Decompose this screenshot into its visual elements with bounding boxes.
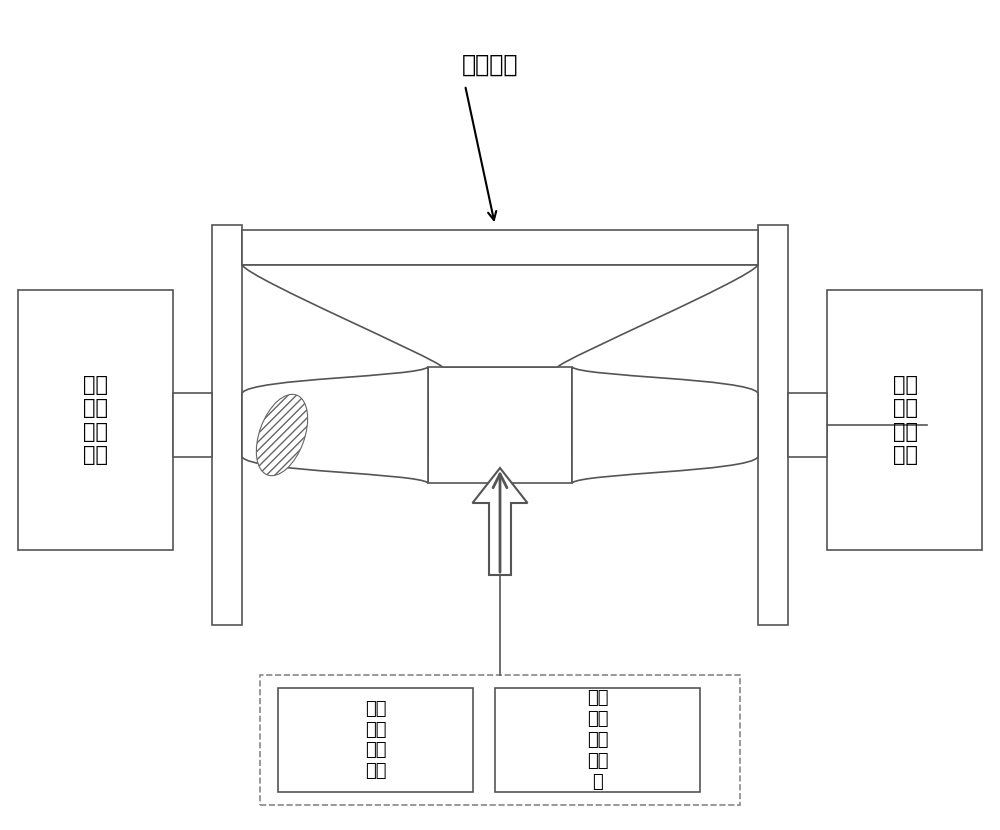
Bar	[278, 688, 473, 792]
Text: 疲劳
载荷
加载
系统: 疲劳 载荷 加载 系统	[83, 375, 108, 465]
PathPatch shape	[572, 367, 758, 483]
Ellipse shape	[256, 394, 308, 476]
Bar	[212, 225, 242, 625]
Bar	[260, 675, 740, 805]
Bar	[18, 290, 173, 550]
PathPatch shape	[242, 265, 758, 367]
Bar	[827, 290, 982, 550]
PathPatch shape	[242, 367, 428, 483]
PathPatch shape	[472, 468, 528, 575]
Text: 退役曲轴: 退役曲轴	[462, 53, 518, 77]
Bar	[495, 688, 700, 792]
Bar	[758, 225, 788, 625]
Bar	[173, 393, 212, 457]
Bar	[788, 393, 827, 457]
Bar	[242, 230, 758, 265]
Bar	[428, 367, 572, 483]
Bar	[242, 393, 428, 457]
Text: 机器
视觉
检测
系统: 机器 视觉 检测 系统	[365, 700, 386, 780]
Text: 金属
磁记
忆检
测系
统: 金属 磁记 忆检 测系 统	[587, 690, 608, 791]
Bar	[572, 393, 758, 457]
Text: 疲劳
载荷
加载
系统: 疲劳 载荷 加载 系统	[893, 375, 918, 465]
